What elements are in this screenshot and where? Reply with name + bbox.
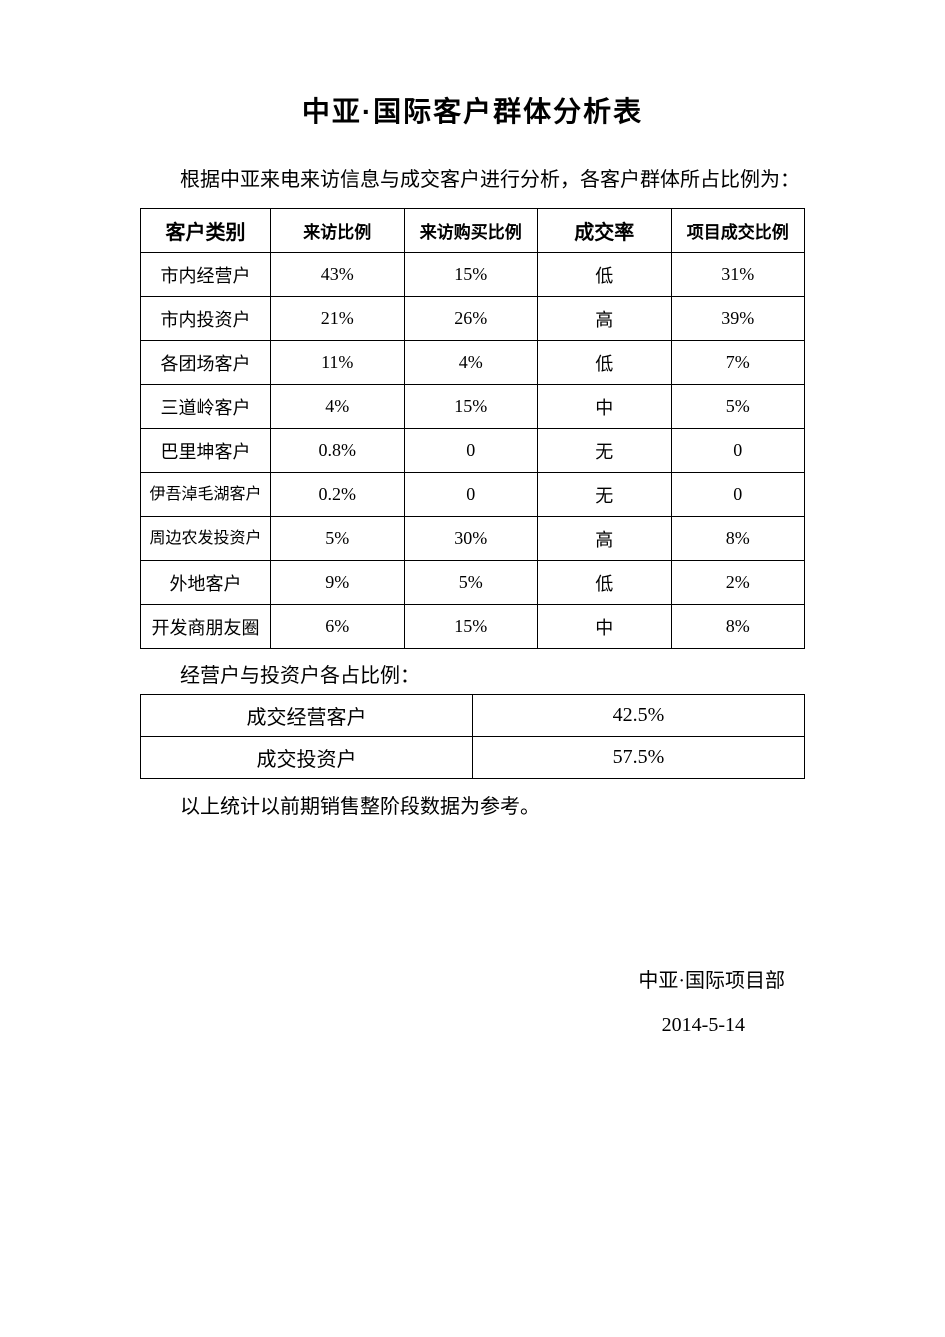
cell-project-ratio: 8%	[671, 605, 805, 649]
cell-project-ratio: 31%	[671, 253, 805, 297]
table-row: 三道岭客户4%15%中5%	[141, 385, 805, 429]
cell-deal-rate: 中	[538, 385, 672, 429]
department-signature: 中亚·国际项目部	[140, 957, 785, 1005]
cell-buy-ratio: 26%	[404, 297, 538, 341]
table-row: 市内经营户43%15%低31%	[141, 253, 805, 297]
sub-table-heading: 经营户与投资户各占比例：	[140, 659, 805, 688]
cell-deal-rate: 高	[538, 297, 672, 341]
cell-visit-ratio: 9%	[271, 561, 405, 605]
cell-category: 巴里坤客户	[141, 429, 271, 473]
table-row: 巴里坤客户0.8%0无0	[141, 429, 805, 473]
main-analysis-table: 客户类别 来访比例 来访购买比例 成交率 项目成交比例 市内经营户43%15%低…	[140, 208, 805, 649]
cell-project-ratio: 7%	[671, 341, 805, 385]
col-header-deal-rate: 成交率	[538, 209, 672, 253]
cell-buy-ratio: 5%	[404, 561, 538, 605]
summary-row: 成交投资户57.5%	[141, 737, 805, 779]
table-row: 市内投资户21%26%高39%	[141, 297, 805, 341]
table-row: 开发商朋友圈6%15%中8%	[141, 605, 805, 649]
cell-deal-rate: 高	[538, 517, 672, 561]
cell-category: 伊吾淖毛湖客户	[141, 473, 271, 517]
summary-value: 57.5%	[473, 737, 805, 779]
cell-category: 外地客户	[141, 561, 271, 605]
ratio-summary-table: 成交经营客户42.5%成交投资户57.5%	[140, 694, 805, 779]
cell-visit-ratio: 5%	[271, 517, 405, 561]
cell-project-ratio: 2%	[671, 561, 805, 605]
cell-visit-ratio: 4%	[271, 385, 405, 429]
cell-visit-ratio: 11%	[271, 341, 405, 385]
cell-deal-rate: 无	[538, 473, 672, 517]
cell-visit-ratio: 6%	[271, 605, 405, 649]
table-row: 外地客户9%5%低2%	[141, 561, 805, 605]
cell-deal-rate: 无	[538, 429, 672, 473]
cell-visit-ratio: 43%	[271, 253, 405, 297]
cell-project-ratio: 39%	[671, 297, 805, 341]
table-row: 伊吾淖毛湖客户0.2%0无0	[141, 473, 805, 517]
col-header-category: 客户类别	[141, 209, 271, 253]
summary-label: 成交经营客户	[141, 695, 473, 737]
cell-deal-rate: 低	[538, 561, 672, 605]
col-header-visit-ratio: 来访比例	[271, 209, 405, 253]
cell-buy-ratio: 15%	[404, 253, 538, 297]
cell-deal-rate: 低	[538, 253, 672, 297]
summary-label: 成交投资户	[141, 737, 473, 779]
cell-visit-ratio: 0.8%	[271, 429, 405, 473]
table-header-row: 客户类别 来访比例 来访购买比例 成交率 项目成交比例	[141, 209, 805, 253]
cell-category: 开发商朋友圈	[141, 605, 271, 649]
summary-value: 42.5%	[473, 695, 805, 737]
cell-category: 市内投资户	[141, 297, 271, 341]
footnote: 以上统计以前期销售整阶段数据为参考。	[140, 787, 805, 827]
cell-deal-rate: 低	[538, 341, 672, 385]
cell-buy-ratio: 0	[404, 429, 538, 473]
cell-buy-ratio: 4%	[404, 341, 538, 385]
col-header-project-ratio: 项目成交比例	[671, 209, 805, 253]
document-date: 2014-5-14	[140, 1005, 745, 1045]
summary-row: 成交经营客户42.5%	[141, 695, 805, 737]
cell-buy-ratio: 15%	[404, 385, 538, 429]
table-row: 周边农发投资户5%30%高8%	[141, 517, 805, 561]
document-title: 中亚·国际客户群体分析表	[140, 90, 805, 130]
cell-project-ratio: 8%	[671, 517, 805, 561]
cell-deal-rate: 中	[538, 605, 672, 649]
cell-project-ratio: 5%	[671, 385, 805, 429]
cell-buy-ratio: 0	[404, 473, 538, 517]
cell-buy-ratio: 30%	[404, 517, 538, 561]
col-header-buy-ratio: 来访购买比例	[404, 209, 538, 253]
cell-category: 市内经营户	[141, 253, 271, 297]
cell-project-ratio: 0	[671, 473, 805, 517]
cell-category: 各团场客户	[141, 341, 271, 385]
intro-paragraph: 根据中亚来电来访信息与成交客户进行分析，各客户群体所占比例为：	[140, 158, 805, 202]
table-row: 各团场客户11%4%低7%	[141, 341, 805, 385]
cell-visit-ratio: 21%	[271, 297, 405, 341]
cell-visit-ratio: 0.2%	[271, 473, 405, 517]
cell-category: 三道岭客户	[141, 385, 271, 429]
cell-project-ratio: 0	[671, 429, 805, 473]
cell-buy-ratio: 15%	[404, 605, 538, 649]
cell-category: 周边农发投资户	[141, 517, 271, 561]
